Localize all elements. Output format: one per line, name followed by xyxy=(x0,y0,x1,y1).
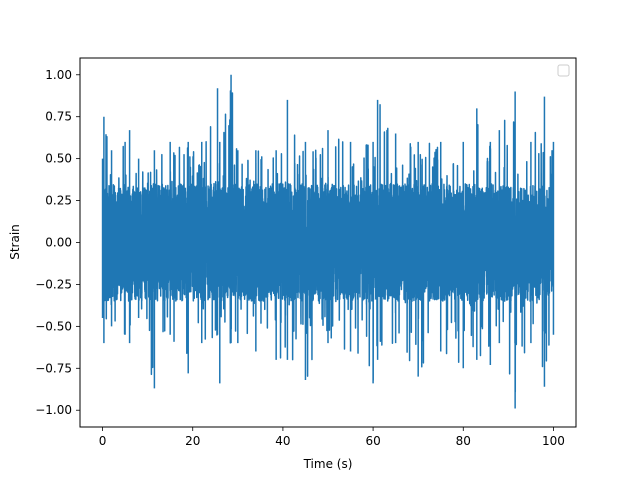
x-tick-label: 60 xyxy=(365,434,380,448)
series-layer xyxy=(101,74,555,409)
y-tick-label: 0.00 xyxy=(45,236,72,250)
y-tick-label: 0.50 xyxy=(45,152,72,166)
x-tick-label: 80 xyxy=(456,434,471,448)
legend-box xyxy=(557,64,570,77)
x-axis: 0 20 40 60 80 100 xyxy=(99,427,565,448)
x-tick-label: 0 xyxy=(99,434,107,448)
y-tick-label: 0.25 xyxy=(45,194,72,208)
y-tick-label: −0.75 xyxy=(35,361,72,375)
x-tick-label: 100 xyxy=(542,434,565,448)
y-tick-label: −0.50 xyxy=(35,319,72,333)
y-tick-label: 1.00 xyxy=(45,68,72,82)
strain-series-line xyxy=(101,74,555,409)
y-axis-label: Strain xyxy=(8,224,22,260)
x-tick-label: 20 xyxy=(185,434,200,448)
y-tick-label: 0.75 xyxy=(45,110,72,124)
x-tick-label: 40 xyxy=(275,434,290,448)
y-tick-label: −1.00 xyxy=(35,403,72,417)
y-axis: −1.00 −0.75 −0.50 −0.25 0.00 0.25 0.50 0.75 1.00 xyxy=(35,68,80,417)
y-tick-label: −0.25 xyxy=(35,277,72,291)
x-axis-label: Time (s) xyxy=(303,457,353,471)
